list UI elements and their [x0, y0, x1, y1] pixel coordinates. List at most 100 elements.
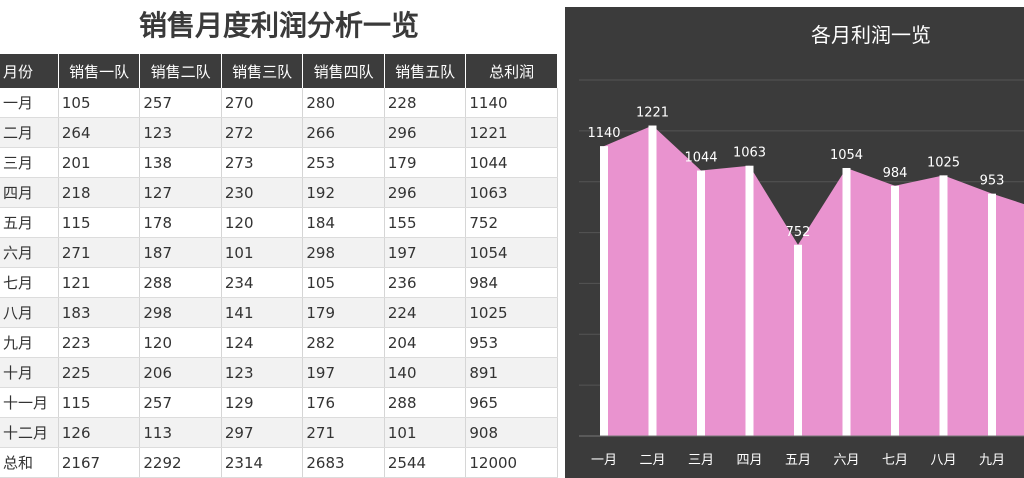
data-label: 953 — [980, 174, 1005, 189]
sales-table-panel: 销售月度利润分析一览 月份 销售一队 销售二队 销售三队 销售四队 销售五队 总利润 一月 1… — [0, 0, 558, 478]
x-tick-label: 五月 — [785, 453, 811, 468]
table-cell: 288 — [140, 268, 222, 298]
table-row: 一月 105 257 270 280 228 1140 — [0, 88, 558, 118]
table-cell: 297 — [221, 418, 303, 448]
data-label: 1063 — [733, 146, 766, 161]
table-cell: 223 — [58, 328, 140, 358]
data-label: 1025 — [927, 155, 960, 170]
table-cell: 257 — [140, 388, 222, 418]
x-tick-label: 三月 — [688, 453, 714, 468]
table-cell: 120 — [140, 328, 222, 358]
table-cell: 271 — [58, 238, 140, 268]
table-cell: 2292 — [140, 448, 222, 478]
table-header-row: 月份 销售一队 销售二队 销售三队 销售四队 销售五队 总利润 — [0, 54, 558, 88]
table-cell: 206 — [140, 358, 222, 388]
page-title: 销售月度利润分析一览 — [0, 0, 558, 52]
profit-area-chart: 114012211044 106375210549841025953一月 二月 三月四… — [565, 7, 1024, 478]
row-label: 七月 — [0, 268, 58, 298]
table-cell: 280 — [303, 88, 385, 118]
table-cell: 140 — [384, 358, 466, 388]
table-row: 七月 121 288 234 105 236 984 — [0, 268, 558, 298]
data-label: 1221 — [636, 106, 669, 121]
data-label: 1140 — [587, 126, 620, 141]
table-cell: 192 — [303, 178, 385, 208]
table-row: 八月 183 298 141 179 224 1025 — [0, 298, 558, 328]
data-label: 752 — [786, 225, 811, 240]
month-drop-line — [891, 186, 899, 436]
table-cell: 176 — [303, 388, 385, 418]
month-drop-line — [843, 168, 851, 436]
table-cell: 2167 — [58, 448, 140, 478]
month-drop-line — [697, 171, 705, 436]
row-label: 五月 — [0, 208, 58, 238]
header-team-1: 销售一队 — [58, 54, 140, 88]
table-cell: 266 — [303, 118, 385, 148]
table-cell: 124 — [221, 328, 303, 358]
row-label: 八月 — [0, 298, 58, 328]
table-cell: 1221 — [466, 118, 558, 148]
table-cell: 270 — [221, 88, 303, 118]
table-cell: 228 — [384, 88, 466, 118]
month-drop-line — [746, 166, 754, 436]
x-tick-label: 七月 — [882, 453, 908, 468]
table-cell: 2544 — [384, 448, 466, 478]
table-row: 四月 218 127 230 192 296 1063 — [0, 178, 558, 208]
table-cell: 138 — [140, 148, 222, 178]
x-tick-label: 一月 — [591, 453, 617, 468]
header-month: 月份 — [0, 54, 58, 88]
table-cell: 179 — [303, 298, 385, 328]
table-cell: 183 — [58, 298, 140, 328]
table-cell: 953 — [466, 328, 558, 358]
table-cell: 155 — [384, 208, 466, 238]
table-row: 五月 115 178 120 184 155 752 — [0, 208, 558, 238]
table-cell: 288 — [384, 388, 466, 418]
table-row: 三月 201 138 273 253 179 1044 — [0, 148, 558, 178]
table-cell: 184 — [303, 208, 385, 238]
table-cell: 105 — [303, 268, 385, 298]
row-label: 十一月 — [0, 388, 58, 418]
table-cell: 141 — [221, 298, 303, 328]
table-cell: 230 — [221, 178, 303, 208]
table-cell: 197 — [303, 358, 385, 388]
table-cell: 201 — [58, 148, 140, 178]
table-row: 十月 225 206 123 197 140 891 — [0, 358, 558, 388]
table-cell: 115 — [58, 208, 140, 238]
table-cell: 271 — [303, 418, 385, 448]
sales-table: 月份 销售一队 销售二队 销售三队 销售四队 销售五队 总利润 一月 105 257 270 280… — [0, 54, 558, 478]
table-row: 十一月 115 257 129 176 288 965 — [0, 388, 558, 418]
header-team-2: 销售二队 — [140, 54, 222, 88]
x-tick-label: 四月 — [736, 453, 762, 468]
table-cell: 296 — [384, 118, 466, 148]
table-cell: 908 — [466, 418, 558, 448]
table-cell: 105 — [58, 88, 140, 118]
table-cell: 257 — [140, 88, 222, 118]
table-cell: 123 — [221, 358, 303, 388]
table-cell: 126 — [58, 418, 140, 448]
table-cell: 1140 — [466, 88, 558, 118]
table-row: 六月 271 187 101 298 197 1054 — [0, 238, 558, 268]
row-label: 十月 — [0, 358, 58, 388]
table-cell: 224 — [384, 298, 466, 328]
row-label: 四月 — [0, 178, 58, 208]
table-cell: 253 — [303, 148, 385, 178]
data-label: 984 — [883, 166, 908, 181]
profit-chart-panel: 各月利润一览 1140 1221 1044 1063 752 1054 984 1025 953… — [565, 7, 1024, 478]
x-tick-label: 六月 — [833, 453, 859, 468]
data-label: 1044 — [684, 151, 717, 166]
table-cell: 121 — [58, 268, 140, 298]
table-cell: 204 — [384, 328, 466, 358]
table-cell: 115 — [58, 388, 140, 418]
table-cell: 129 — [221, 388, 303, 418]
table-cell: 127 — [140, 178, 222, 208]
table-cell: 234 — [221, 268, 303, 298]
header-team-3: 销售三队 — [221, 54, 303, 88]
table-cell: 120 — [221, 208, 303, 238]
table-cell: 272 — [221, 118, 303, 148]
table-cell: 2683 — [303, 448, 385, 478]
table-cell: 123 — [140, 118, 222, 148]
table-cell: 218 — [58, 178, 140, 208]
month-drop-line — [794, 245, 802, 436]
table-cell: 752 — [466, 208, 558, 238]
table-cell: 298 — [303, 238, 385, 268]
row-label: 六月 — [0, 238, 58, 268]
